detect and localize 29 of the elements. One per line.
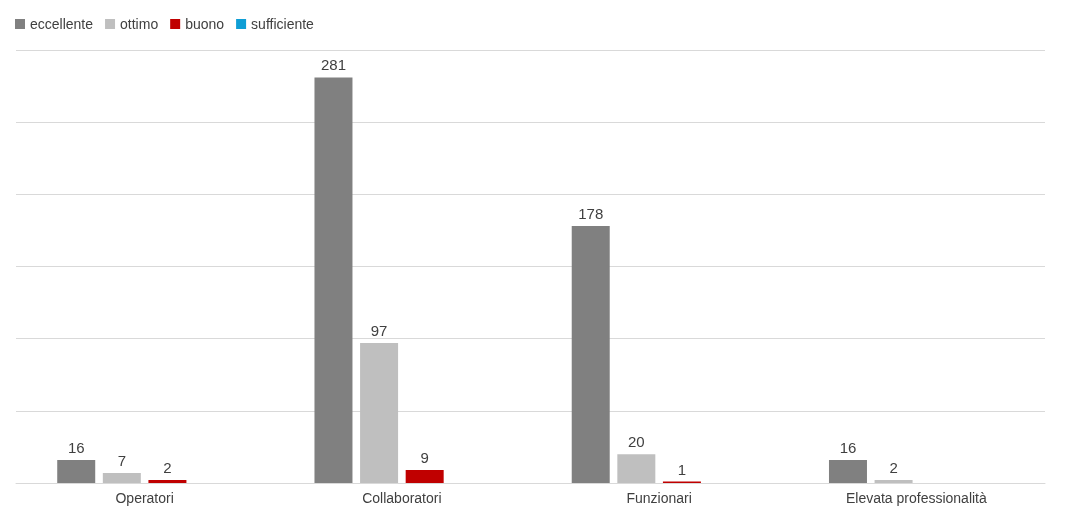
x-tick-label: Elevata professionalità [845,490,988,506]
bar [617,454,656,483]
data-label: 1 [677,460,687,478]
x-tick-label: Operatori [115,490,174,506]
data-label: 16 [67,438,85,456]
bar [828,459,867,483]
data-label: 2 [163,459,172,477]
legend-label: eccellente [30,16,94,32]
data-label: 178 [578,205,604,223]
legend-label: sufficiente [251,16,315,32]
bar [571,226,610,483]
x-tick-label: Collaboratori [362,490,442,506]
data-label: 20 [627,433,645,451]
bar [148,480,187,483]
bar [314,77,353,483]
data-label: 281 [320,56,346,74]
legend-label: ottimo [120,16,159,32]
bar [405,470,444,483]
data-label: 97 [370,322,388,339]
bar [57,459,96,483]
bar [102,472,141,483]
bar [360,343,399,483]
legend-label: buono [185,16,225,32]
data-label: 9 [420,449,429,467]
data-label: 2 [889,459,898,477]
x-tick-label: Funzionari [626,490,692,506]
bar [874,480,913,483]
data-label: 7 [117,451,126,469]
data-label: 16 [839,438,857,456]
